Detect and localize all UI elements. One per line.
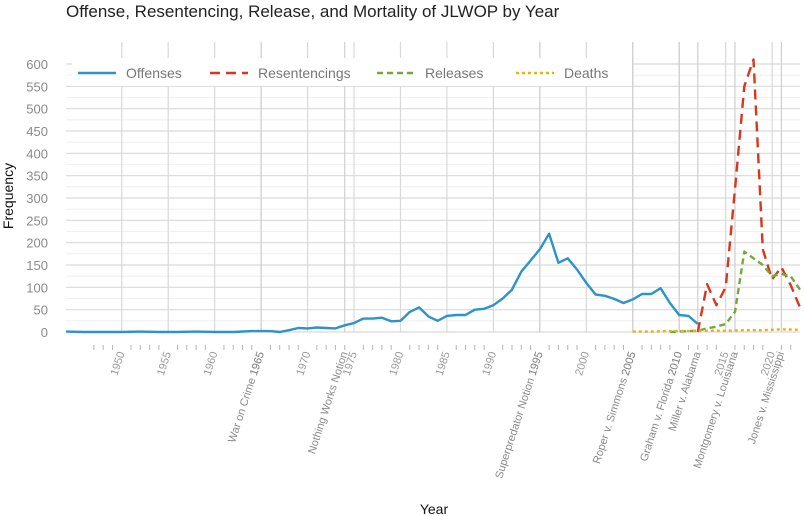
x-tick-label: 1980 <box>387 350 406 377</box>
y-tick-label: 600 <box>26 57 48 72</box>
y-tick-label: 400 <box>26 146 48 161</box>
chart-title: Offense, Resentencing, Release, and Mort… <box>66 2 560 21</box>
y-tick-label: 250 <box>26 213 48 228</box>
y-tick-label: 300 <box>26 191 48 206</box>
x-tick-label: 1970 <box>294 350 313 377</box>
legend-label-deaths: Deaths <box>564 65 608 81</box>
x-tick-label: 1990 <box>480 350 499 377</box>
y-tick-label: 450 <box>26 124 48 139</box>
y-tick-label: 550 <box>26 79 48 94</box>
y-tick-label: 0 <box>41 325 48 340</box>
x-axis-ticks: 1950 1955 1960 1965 1970 1975 1980 1985 1990 1995… <box>93 345 792 480</box>
y-axis-ticks: 0 50 100 150 200 250 300 350 400 450 500 550 600 <box>26 57 48 340</box>
event-label: War on Crime 1965 <box>226 350 267 444</box>
y-tick-label: 50 <box>34 303 48 318</box>
x-tick-label: 1960 <box>202 350 221 377</box>
y-tick-label: 350 <box>26 169 48 184</box>
event-label: Superpredator Notion 1995 <box>493 350 545 480</box>
legend-label-releases: Releases <box>425 65 483 81</box>
y-tick-label: 100 <box>26 280 48 295</box>
y-axis-label: Frequency <box>0 163 16 229</box>
x-tick-label: 1950 <box>109 350 128 377</box>
x-tick-label: 1985 <box>434 350 453 377</box>
y-tick-label: 150 <box>26 258 48 273</box>
x-tick-label: 2000 <box>573 350 592 377</box>
series-resentencings-line <box>696 58 802 333</box>
x-axis-label: Year <box>420 501 449 516</box>
y-tick-label: 200 <box>26 236 48 251</box>
legend-label-resentencings: Resentencings <box>258 65 351 81</box>
series-releases-line <box>669 250 801 334</box>
event-label: Roper v. Simmons 2005 <box>591 350 639 465</box>
x-tick-label: 1955 <box>155 350 174 377</box>
y-tick-label: 500 <box>26 102 48 117</box>
legend: Offenses Resentencings Releases Deaths <box>72 58 632 86</box>
series-offenses-line <box>65 232 699 334</box>
legend-background <box>72 58 632 86</box>
series-deaths-line <box>632 328 801 333</box>
event-label: Nothing Works Notion <box>306 350 350 455</box>
series-group <box>65 58 802 334</box>
legend-label-offenses: Offenses <box>126 65 182 81</box>
